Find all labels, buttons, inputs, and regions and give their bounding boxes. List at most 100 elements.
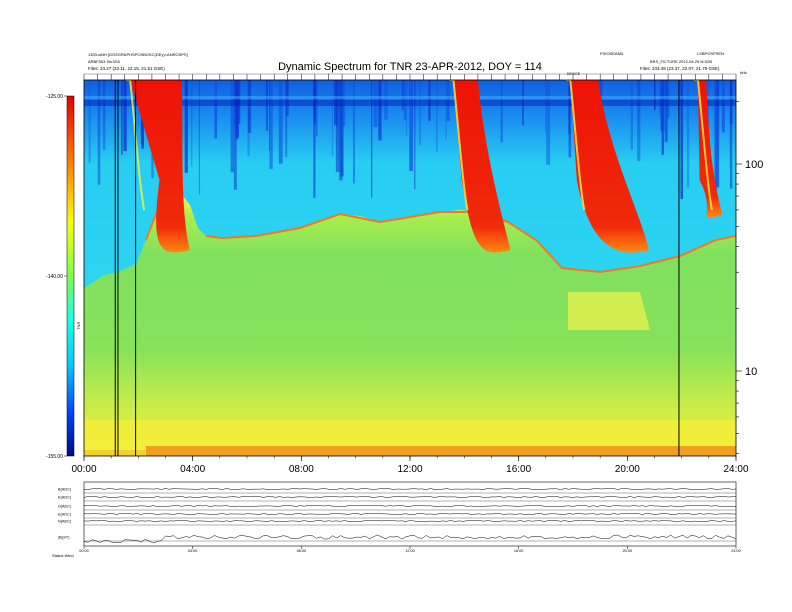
dark-streak	[414, 80, 416, 190]
dark-streak	[285, 80, 288, 157]
bottom-x-ticks: 00:00 04:00 08:00 12:00 16:00 20:00 24:00	[79, 546, 741, 553]
header-left-line2: ARBF553 Ser3S5	[88, 59, 121, 64]
dark-streak	[445, 80, 447, 140]
dark-streak	[265, 80, 268, 131]
bottom-strip	[146, 446, 736, 456]
y-right-tick-label: 10	[745, 366, 757, 378]
dark-streak	[214, 80, 218, 139]
dark-streak	[97, 80, 101, 185]
y-right-tick-label: 100	[745, 159, 763, 171]
dark-streak	[661, 80, 664, 155]
dark-streak	[721, 80, 725, 133]
x-tick-label: 00:00	[71, 464, 96, 475]
x-tick-label: 12:00	[397, 464, 422, 475]
dark-streak	[401, 80, 405, 111]
x-tick-label: 08:00	[289, 464, 314, 475]
dark-streak	[341, 80, 346, 127]
low-frequency-band	[84, 420, 736, 450]
corner-unit-label: kHz	[740, 70, 747, 75]
dark-streak	[247, 80, 252, 133]
colorbar-tick-label: -125.00	[46, 94, 63, 100]
dark-streak	[545, 80, 547, 133]
channel-label: B(ADC)	[58, 488, 72, 492]
chart-title: Dynamic Spectrum for TNR 23-APR-2012, DO…	[278, 61, 542, 73]
vertical-marker-lines	[114, 80, 680, 456]
bottom-x-tick-label: 20:00	[623, 549, 633, 553]
channel-labels: B(ADC) E(ADC) D(ADC) E(ADC) N(ADC) |B|(nT)	[58, 488, 72, 540]
dark-streak	[278, 80, 283, 164]
header-right-line3: BRS_FICTURE 2012-04-25 N:S2B	[650, 59, 712, 64]
dark-streak	[686, 80, 690, 188]
dark-streak	[352, 80, 355, 184]
dark-streak	[235, 80, 240, 138]
light-horizontal-band	[84, 96, 736, 99]
radio-burst-tail	[126, 80, 146, 211]
radio-burst-tail	[449, 80, 469, 211]
dark-streak	[123, 80, 127, 152]
x-tick-label: 16:00	[506, 464, 531, 475]
colorbar	[66, 95, 75, 457]
dark-streak	[403, 80, 407, 121]
channel-label: E(ADC)	[58, 496, 72, 500]
bottom-x-tick-label: 00:00	[79, 549, 89, 553]
dark-streak	[121, 80, 123, 155]
dark-streak	[102, 80, 106, 150]
colorbar-tick-label: -140.00	[46, 274, 63, 280]
dark-streak	[371, 80, 373, 198]
header-left-line1: 1303-wNH [DOSGRAPHSPOSBOSC(DEy)=ANROSPS]	[88, 52, 188, 57]
top-minor-ticks	[83, 73, 737, 80]
channel-traces	[83, 488, 737, 544]
channel-label: D(ADC)	[58, 505, 72, 509]
channel-label: |B|(nT)	[58, 536, 70, 540]
dark-streak	[500, 80, 503, 143]
dark-streak	[313, 80, 316, 198]
dark-streak	[191, 80, 193, 167]
header-right-line1: PIXOSEAND	[600, 51, 623, 56]
dark-streak	[315, 80, 318, 137]
channel-trace	[83, 534, 737, 544]
dark-streak	[680, 80, 684, 200]
colorbar-ticks: -125.00 -140.00 -155.00	[46, 94, 67, 460]
x-tick-label: 24:00	[723, 464, 748, 475]
dark-streak	[406, 80, 408, 136]
dark-streak	[522, 80, 524, 126]
dark-streak	[409, 80, 413, 172]
bottom-footer-label: Status Wind	[52, 553, 74, 558]
dark-streak	[230, 80, 234, 173]
dark-streak	[384, 80, 388, 120]
header-right-line2: LSBPOSFREN	[697, 51, 724, 56]
dark-streak	[546, 80, 551, 165]
radio-burst	[697, 80, 723, 218]
dark-streak	[568, 80, 572, 158]
dark-streak	[729, 80, 733, 189]
dark-streak	[335, 80, 340, 173]
dark-streak	[269, 80, 271, 151]
plasma-band	[84, 190, 736, 456]
colorbar-label: TNR	[76, 322, 81, 330]
dark-streak	[654, 80, 656, 111]
bottom-x-tick-label: 04:00	[188, 549, 198, 553]
dark-streak	[428, 80, 431, 121]
dark-streak	[88, 80, 91, 163]
right-frequency-axis: 100 10	[736, 101, 763, 454]
channel-label: N(ADC)	[58, 520, 72, 524]
dark-streak	[436, 80, 438, 152]
radio-bursts	[126, 80, 723, 253]
dark-horizontal-band	[84, 100, 736, 106]
dark-streak	[630, 80, 634, 150]
x-tick-label: 04:00	[180, 464, 205, 475]
dark-streak	[729, 80, 733, 124]
channel-trace	[83, 496, 737, 498]
bottom-x-tick-label: 24:00	[731, 549, 741, 553]
bottom-x-tick-label: 08:00	[297, 549, 307, 553]
dark-streak	[446, 80, 450, 122]
dark-streak	[184, 80, 188, 173]
channel-label: E(ADC)	[58, 513, 72, 517]
dark-streak	[713, 80, 718, 194]
cutoff-patch	[568, 292, 650, 330]
bottom-x-tick-label: 12:00	[405, 549, 415, 553]
colorbar-tick-label: -155.00	[46, 454, 63, 460]
dark-streak	[233, 80, 237, 190]
radio-burst-tail	[693, 80, 713, 211]
